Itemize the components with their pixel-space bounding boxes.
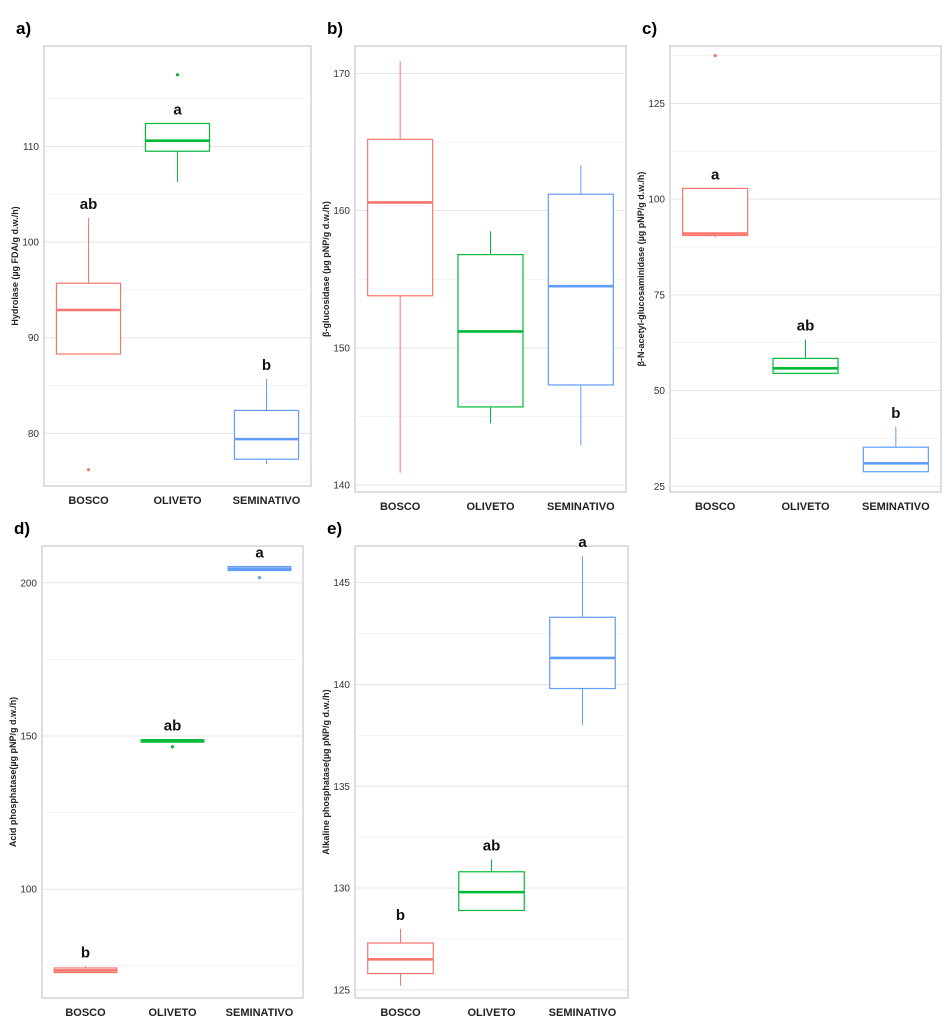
- box-oliveto: ab: [140, 718, 205, 749]
- y-tick-label: 145: [333, 578, 350, 589]
- box-bosco: b: [367, 907, 434, 986]
- iqr-box: [547, 193, 614, 386]
- y-tick-label: 150: [20, 731, 37, 742]
- significance-label: a: [173, 101, 182, 118]
- y-tick-label: 100: [20, 885, 37, 896]
- y-axis-label: Acid phosphatase(µg pNP/g d.w./h): [8, 697, 18, 847]
- box-oliveto: [457, 231, 524, 424]
- box-seminativo: [547, 165, 614, 446]
- box-seminativo: b: [233, 357, 300, 464]
- y-tick-label: 80: [28, 429, 40, 440]
- significance-label: b: [81, 944, 90, 961]
- x-tick-label-oliveto: OLIVETO: [781, 501, 830, 513]
- plot-frame: [354, 545, 629, 999]
- plot-frame: [669, 45, 942, 493]
- y-axis-label: β-N-acetyl-glucosaminidase (µg pNP/g d.w…: [636, 172, 646, 367]
- significance-label: ab: [80, 196, 98, 213]
- x-tick-label-bosco: BOSCO: [68, 495, 109, 507]
- significance-label: a: [255, 545, 264, 562]
- box-oliveto: a: [144, 73, 211, 182]
- iqr-box: [549, 616, 616, 690]
- panel-label: b): [327, 19, 343, 38]
- iqr-box: [367, 138, 434, 297]
- y-tick-label: 50: [654, 386, 666, 397]
- panel-b: b) 140 150 160 170 β-glucosidase (µg pNP/g d.…: [321, 19, 627, 513]
- x-tick-label-seminativo: SEMINATIVO: [862, 501, 930, 513]
- panel-label: d): [14, 519, 30, 538]
- iqr-box: [55, 282, 122, 355]
- y-tick-label: 25: [654, 482, 666, 493]
- y-tick-label: 110: [23, 142, 39, 153]
- x-tick-label-bosco: BOSCO: [380, 501, 421, 513]
- y-axis-label: Alkaline phosphatase(µg pNP/g d.w./h): [321, 689, 331, 854]
- significance-label: a: [578, 534, 587, 551]
- panel-d: d) 100 150 200 Acid phosphatase(µg pNP/g d.w…: [8, 519, 304, 1019]
- significance-label: b: [891, 405, 900, 422]
- panel-label: e): [327, 519, 342, 538]
- y-tick-label: 150: [333, 343, 350, 354]
- x-tick-label-seminativo: SEMINATIVO: [547, 501, 615, 513]
- box-bosco: ab: [55, 196, 122, 472]
- box-seminativo: a: [549, 534, 616, 726]
- y-tick-label: 125: [648, 99, 665, 110]
- x-tick-label-bosco: BOSCO: [695, 501, 736, 513]
- significance-label: ab: [164, 718, 182, 735]
- x-tick-label-oliveto: OLIVETO: [148, 1007, 197, 1019]
- x-tick-label-seminativo: SEMINATIVO: [226, 1007, 294, 1019]
- box-seminativo: b: [862, 405, 929, 473]
- y-tick-label: 140: [333, 481, 350, 492]
- significance-label: ab: [483, 838, 501, 855]
- panel-c: c) 25 50 75 100 125 β-N-acetyl-glucosaminidase…: [636, 19, 942, 513]
- x-tick-label-oliveto: OLIVETO: [467, 1007, 516, 1019]
- y-tick-label: 130: [333, 884, 350, 895]
- iqr-box: [144, 122, 211, 152]
- y-axis-label: β-glucosidase (µg pNP/g d.w./h): [321, 201, 331, 337]
- y-tick-label: 75: [654, 290, 666, 301]
- y-axis-label: Hydrolase (µg FDA/g d.w./h): [10, 206, 20, 325]
- outlier-point: [170, 745, 175, 749]
- significance-label: b: [262, 357, 271, 374]
- iqr-box: [862, 446, 929, 473]
- y-tick-label: 100: [22, 238, 39, 249]
- y-tick-label: 200: [20, 578, 37, 589]
- panel-label: c): [642, 19, 657, 38]
- x-tick-label-bosco: BOSCO: [380, 1007, 421, 1019]
- panel-a: a) 80 90 100 110 Hydrolase (µg FDA/g d.w./h) a…: [10, 19, 312, 507]
- y-tick-label: 90: [28, 333, 40, 344]
- y-tick-label: 125: [333, 985, 350, 996]
- y-tick-label: 160: [333, 206, 350, 217]
- significance-label: b: [396, 907, 405, 924]
- outlier-point: [86, 468, 91, 472]
- panel-label: a): [16, 19, 31, 38]
- iqr-box: [233, 409, 300, 460]
- y-tick-label: 170: [333, 69, 350, 80]
- outlier-point: [175, 73, 180, 77]
- x-tick-label-oliveto: OLIVETO: [153, 495, 202, 507]
- y-tick-label: 100: [648, 195, 665, 206]
- box-seminativo: a: [227, 545, 292, 580]
- box-bosco: b: [53, 944, 118, 974]
- y-tick-label: 140: [333, 680, 350, 691]
- box-bosco: [367, 61, 434, 473]
- y-tick-label: 135: [333, 782, 350, 793]
- x-tick-label-seminativo: SEMINATIVO: [549, 1007, 617, 1019]
- panel-e: e) 125 130 135 140 145 Alkaline phosphatase(µg…: [321, 519, 629, 1019]
- iqr-box: [682, 187, 749, 237]
- box-oliveto: ab: [772, 318, 839, 374]
- outlier-point: [257, 575, 262, 580]
- outlier-point: [713, 53, 717, 58]
- x-tick-label-bosco: BOSCO: [65, 1007, 106, 1019]
- plot-frame: [41, 545, 304, 999]
- x-tick-label-oliveto: OLIVETO: [466, 501, 515, 513]
- significance-label: ab: [797, 318, 815, 335]
- x-tick-label-seminativo: SEMINATIVO: [233, 495, 301, 507]
- significance-label: a: [711, 166, 720, 183]
- iqr-box: [772, 357, 839, 374]
- box-oliveto: ab: [458, 838, 525, 912]
- box-bosco: a: [682, 53, 749, 238]
